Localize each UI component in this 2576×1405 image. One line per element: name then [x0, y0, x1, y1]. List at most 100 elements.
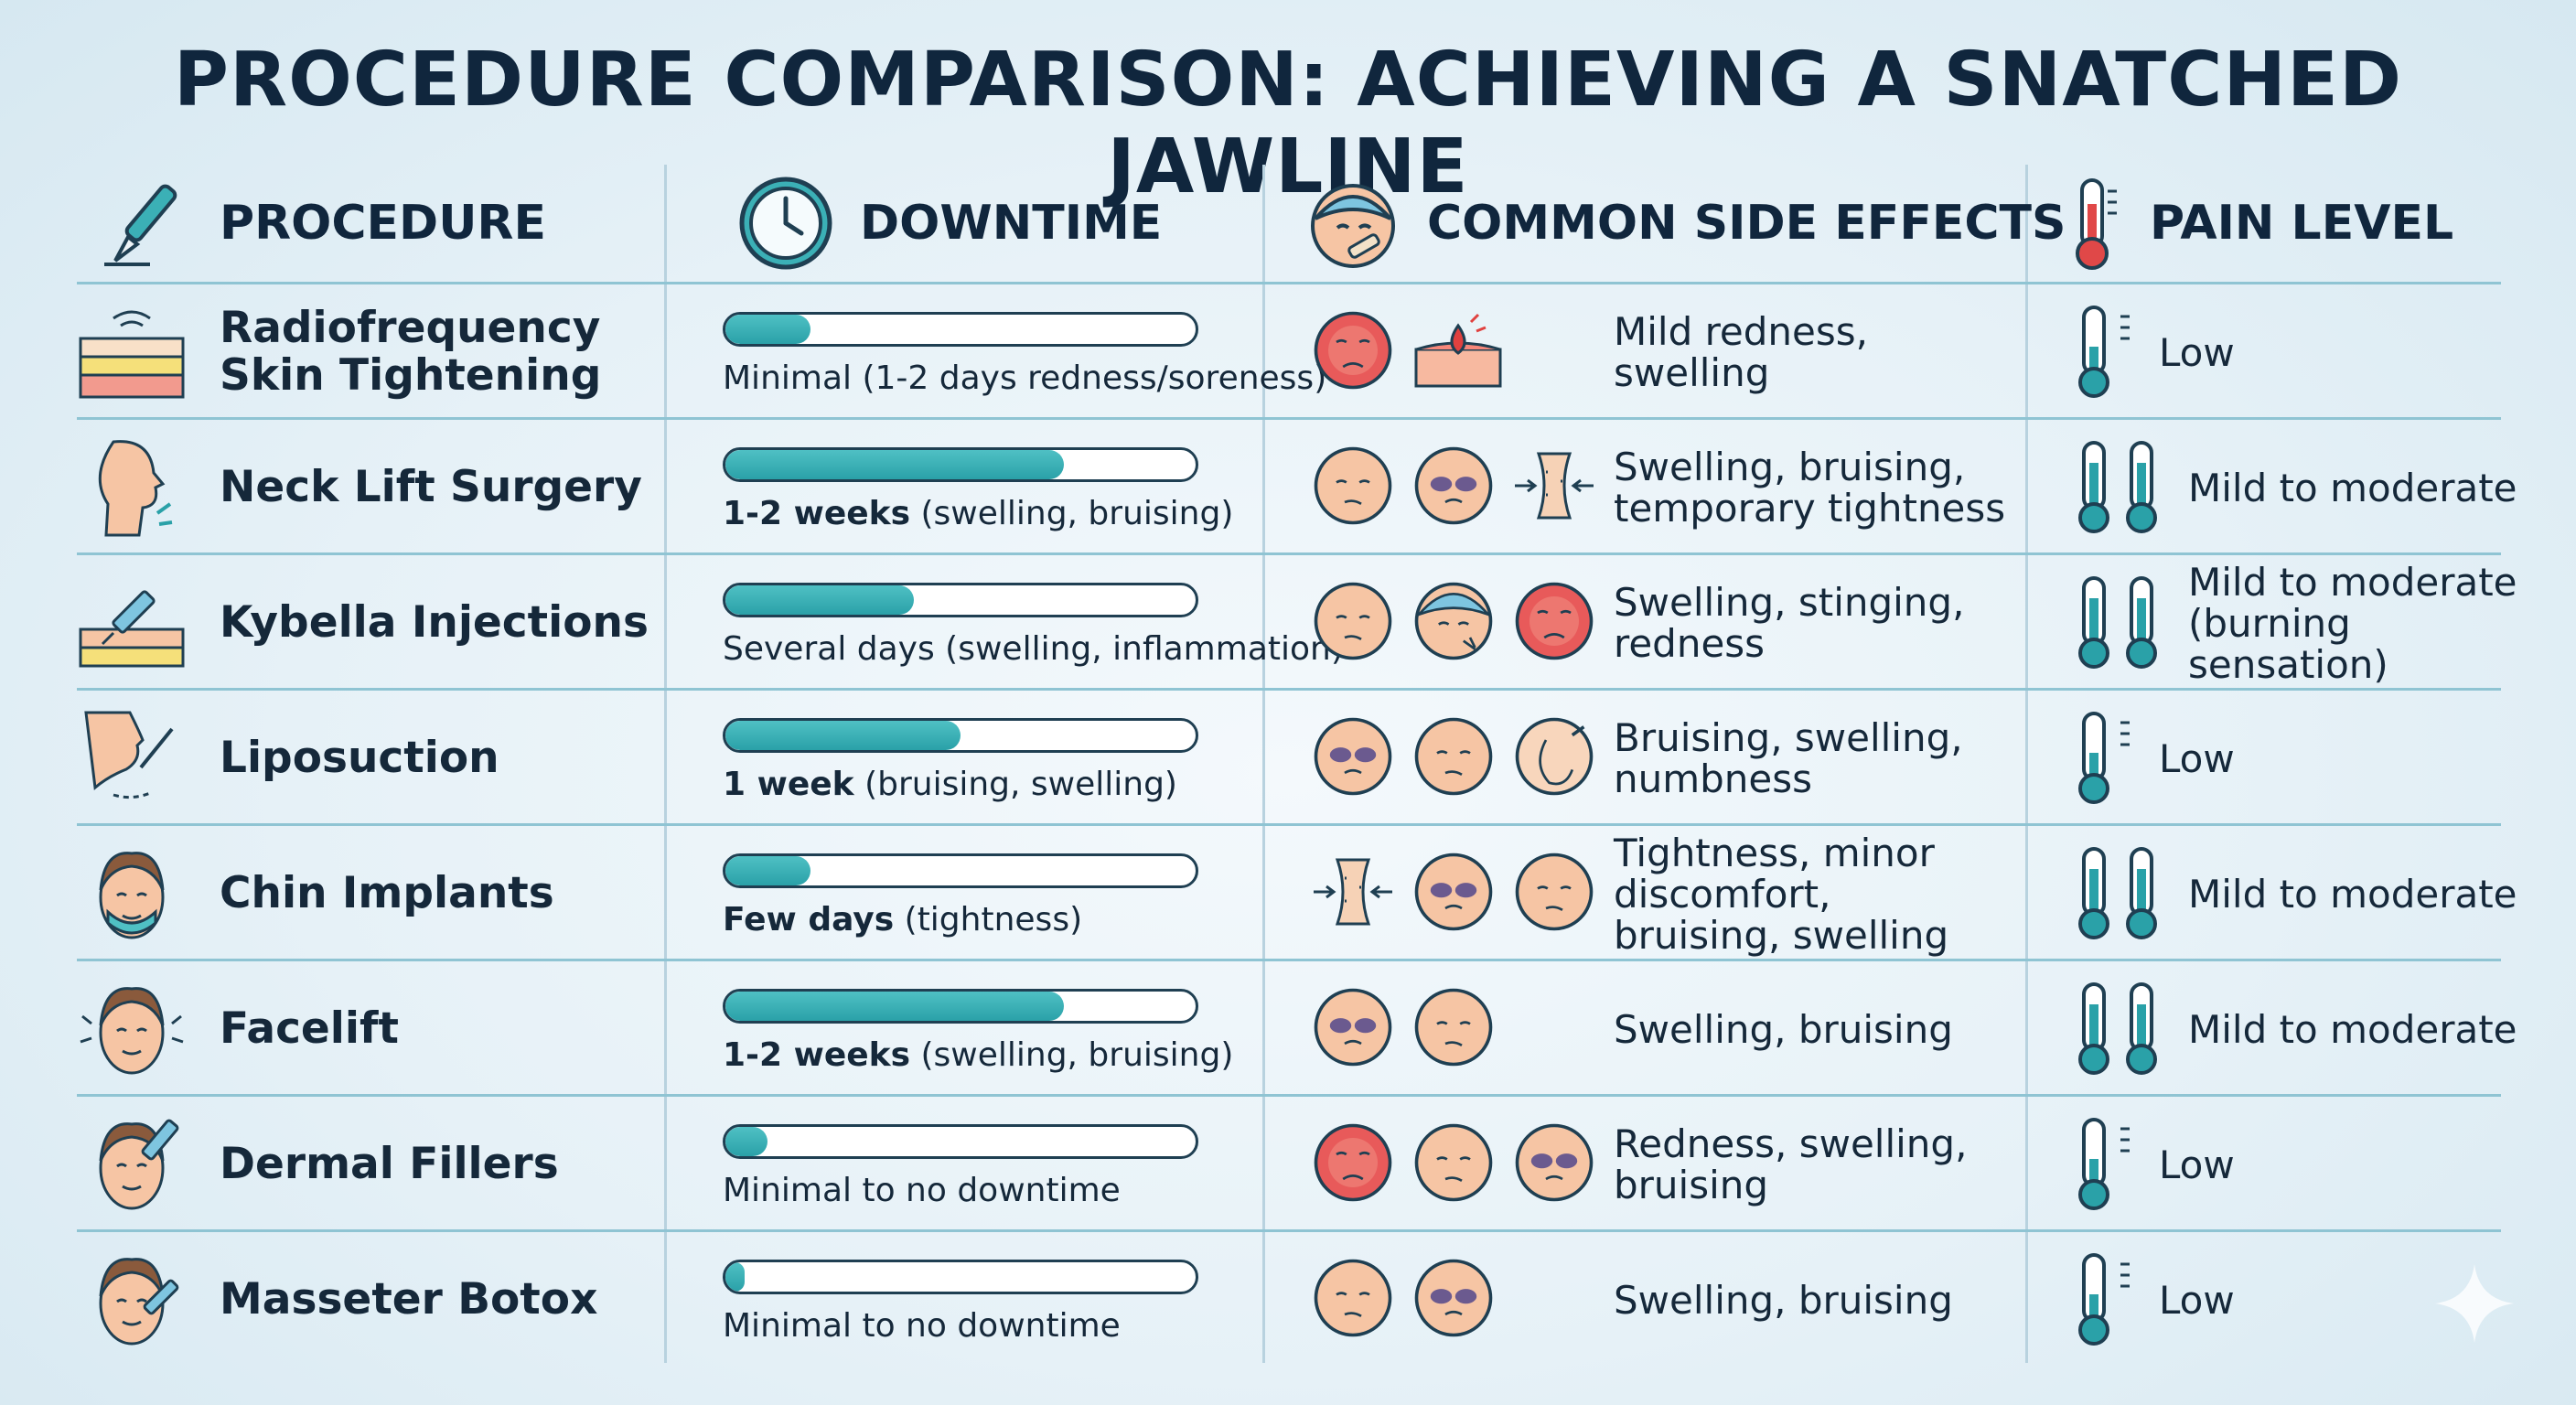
downtime-label: Several days (swelling, inflammation) [723, 630, 1344, 668]
downtime-bar [723, 853, 1198, 888]
row-divider [77, 552, 2501, 555]
skin-burn-icon [1412, 309, 1504, 395]
side-effects-text: Swelling, bruising [1614, 1277, 1953, 1323]
downtime-label: Minimal to no downtime [723, 1307, 1121, 1345]
header-downtime-label: DOWNTIME [860, 196, 1163, 251]
procedure-name-line: Radiofrequency [220, 303, 601, 353]
pain-level-text: Low [2159, 329, 2235, 375]
thermometer-icon [2071, 300, 2119, 404]
side-effects-text: Swelling, bruising [1614, 1006, 1953, 1052]
procedure-name: Kybella Injections [220, 599, 649, 647]
thermometer-icon [2071, 571, 2119, 675]
procedure-name-line: Neck Lift Surgery [220, 462, 642, 512]
row-divider [77, 959, 2501, 961]
pain-level-text: Low [2159, 1142, 2235, 1187]
thermometer-ticks [2119, 300, 2137, 404]
table-row: Chin Implants Few days (tightness) Tightn… [77, 826, 2517, 961]
downtime-bar [723, 312, 1198, 347]
procedure-name: Radiofrequency Skin Tightening [220, 305, 601, 400]
side-effects-text: Bruising, swelling, numbness [1614, 715, 1963, 801]
downtime-bar-fill [725, 585, 914, 615]
procedure-name-line: Skin Tightening [220, 350, 602, 401]
pain-cell: Low [2071, 284, 2488, 420]
column-divider [664, 165, 667, 1363]
table-row: Neck Lift Surgery 1-2 weeks (swelling, br… [77, 420, 2517, 555]
procedure-cell: Chin Implants [77, 826, 554, 961]
table-row: Kybella Injections Several days (swelling… [77, 555, 2517, 691]
syringe-skin-icon [77, 563, 187, 682]
header-pain-label: PAIN LEVEL [2150, 196, 2454, 251]
procedure-name-line: Facelift [220, 1003, 399, 1054]
procedure-name: Liposuction [220, 735, 499, 782]
downtime-bar [723, 718, 1198, 753]
row-divider [77, 417, 2501, 420]
downtime-duration: 1-2 weeks [723, 1036, 911, 1074]
downtime-detail: Several days (swelling, inflammation) [723, 630, 1344, 668]
downtime-duration: 1 week [723, 766, 854, 803]
sparkle-icon [2435, 1264, 2514, 1343]
table-row: Masseter Botox Minimal to no downtime Swe… [77, 1232, 2501, 1367]
downtime-label: Few days (tightness) [723, 901, 1082, 938]
downtime-label: 1-2 weeks (swelling, bruising) [723, 495, 1233, 532]
row-divider [77, 282, 2501, 284]
plain-face-icon [1412, 986, 1495, 1072]
bruised-face-icon [1513, 1121, 1595, 1207]
chin-implant-icon [77, 834, 187, 953]
scalpel-icon [104, 184, 177, 266]
procedure-name: Neck Lift Surgery [220, 464, 642, 511]
page-title: PROCEDURE COMPARISON: ACHIEVING A SNATCH… [173, 37, 2403, 210]
table-row: Facelift 1-2 weeks (swelling, bruising) S… [77, 961, 2517, 1097]
row-divider [77, 1094, 2501, 1097]
plain-face-icon [1312, 580, 1394, 666]
bruised-face-icon [1412, 445, 1495, 531]
column-divider [2025, 165, 2028, 1363]
plain-face-icon [1312, 1257, 1394, 1343]
downtime-bar-fill [725, 992, 1065, 1021]
side-effect-icons [1312, 1097, 1595, 1232]
column-divider [1262, 165, 1265, 1363]
red-face-icon [1312, 309, 1394, 395]
procedure-cell: Neck Lift Surgery [77, 420, 642, 555]
plain-face-icon [1312, 445, 1394, 531]
downtime-bar-fill [725, 315, 810, 344]
plain-face-icon [1412, 1121, 1495, 1207]
bruised-face-icon [1412, 1257, 1495, 1343]
side-effect-icons [1312, 420, 1595, 555]
side-effect-icons [1312, 1232, 1495, 1367]
downtime-label: Minimal (1-2 days redness/soreness) [723, 359, 1326, 397]
capped-face-icon [1412, 580, 1495, 666]
header-procedure: PROCEDURE [95, 165, 546, 282]
downtime-bar [723, 989, 1198, 1024]
thermometer-icon [2119, 842, 2166, 946]
bruised-face-icon [1412, 851, 1495, 937]
pain-level-text: Mild to moderate [2188, 465, 2517, 510]
plain-face-icon [1513, 851, 1595, 937]
numb-face-icon [1513, 715, 1595, 801]
tightness-icon [1312, 851, 1394, 937]
side-effects-text: Swelling, bruising, temporary tightness [1614, 445, 2006, 531]
side-effects-text: Redness, swelling, bruising [1614, 1121, 1968, 1207]
pain-level-text: Mild to moderate [2188, 871, 2517, 917]
bandaged-face-icon [1311, 184, 1395, 268]
downtime-detail: (swelling, bruising) [910, 495, 1234, 532]
procedure-name-line: Dermal Fillers [220, 1139, 559, 1189]
side-effect-icons [1312, 961, 1495, 1097]
downtime-bar-fill [725, 856, 810, 885]
pain-cell: Mild to moderate [2071, 961, 2517, 1097]
comparison-table: PROCEDURE DOWNTIME COMMON SIDE EFFECTS P… [77, 165, 2517, 1363]
procedure-cell: Masseter Botox [77, 1232, 597, 1367]
thermometer-icon [2071, 1112, 2119, 1217]
downtime-label: Minimal to no downtime [723, 1172, 1121, 1209]
thermometer-ticks [2119, 706, 2137, 810]
procedure-name-line: Masseter Botox [220, 1274, 598, 1325]
pain-level-text: Mild to moderate (burning sensation) [2188, 559, 2517, 687]
row-divider [77, 823, 2501, 826]
red-face-icon [1312, 1121, 1394, 1207]
thermometer-icon [2071, 842, 2119, 946]
red-face-icon [1513, 580, 1595, 666]
header-procedure-label: PROCEDURE [220, 196, 546, 251]
downtime-detail: Minimal to no downtime [723, 1172, 1121, 1209]
bruised-face-icon [1312, 715, 1394, 801]
side-effect-icons [1312, 555, 1595, 691]
thermometer-icon [2071, 977, 2119, 1081]
